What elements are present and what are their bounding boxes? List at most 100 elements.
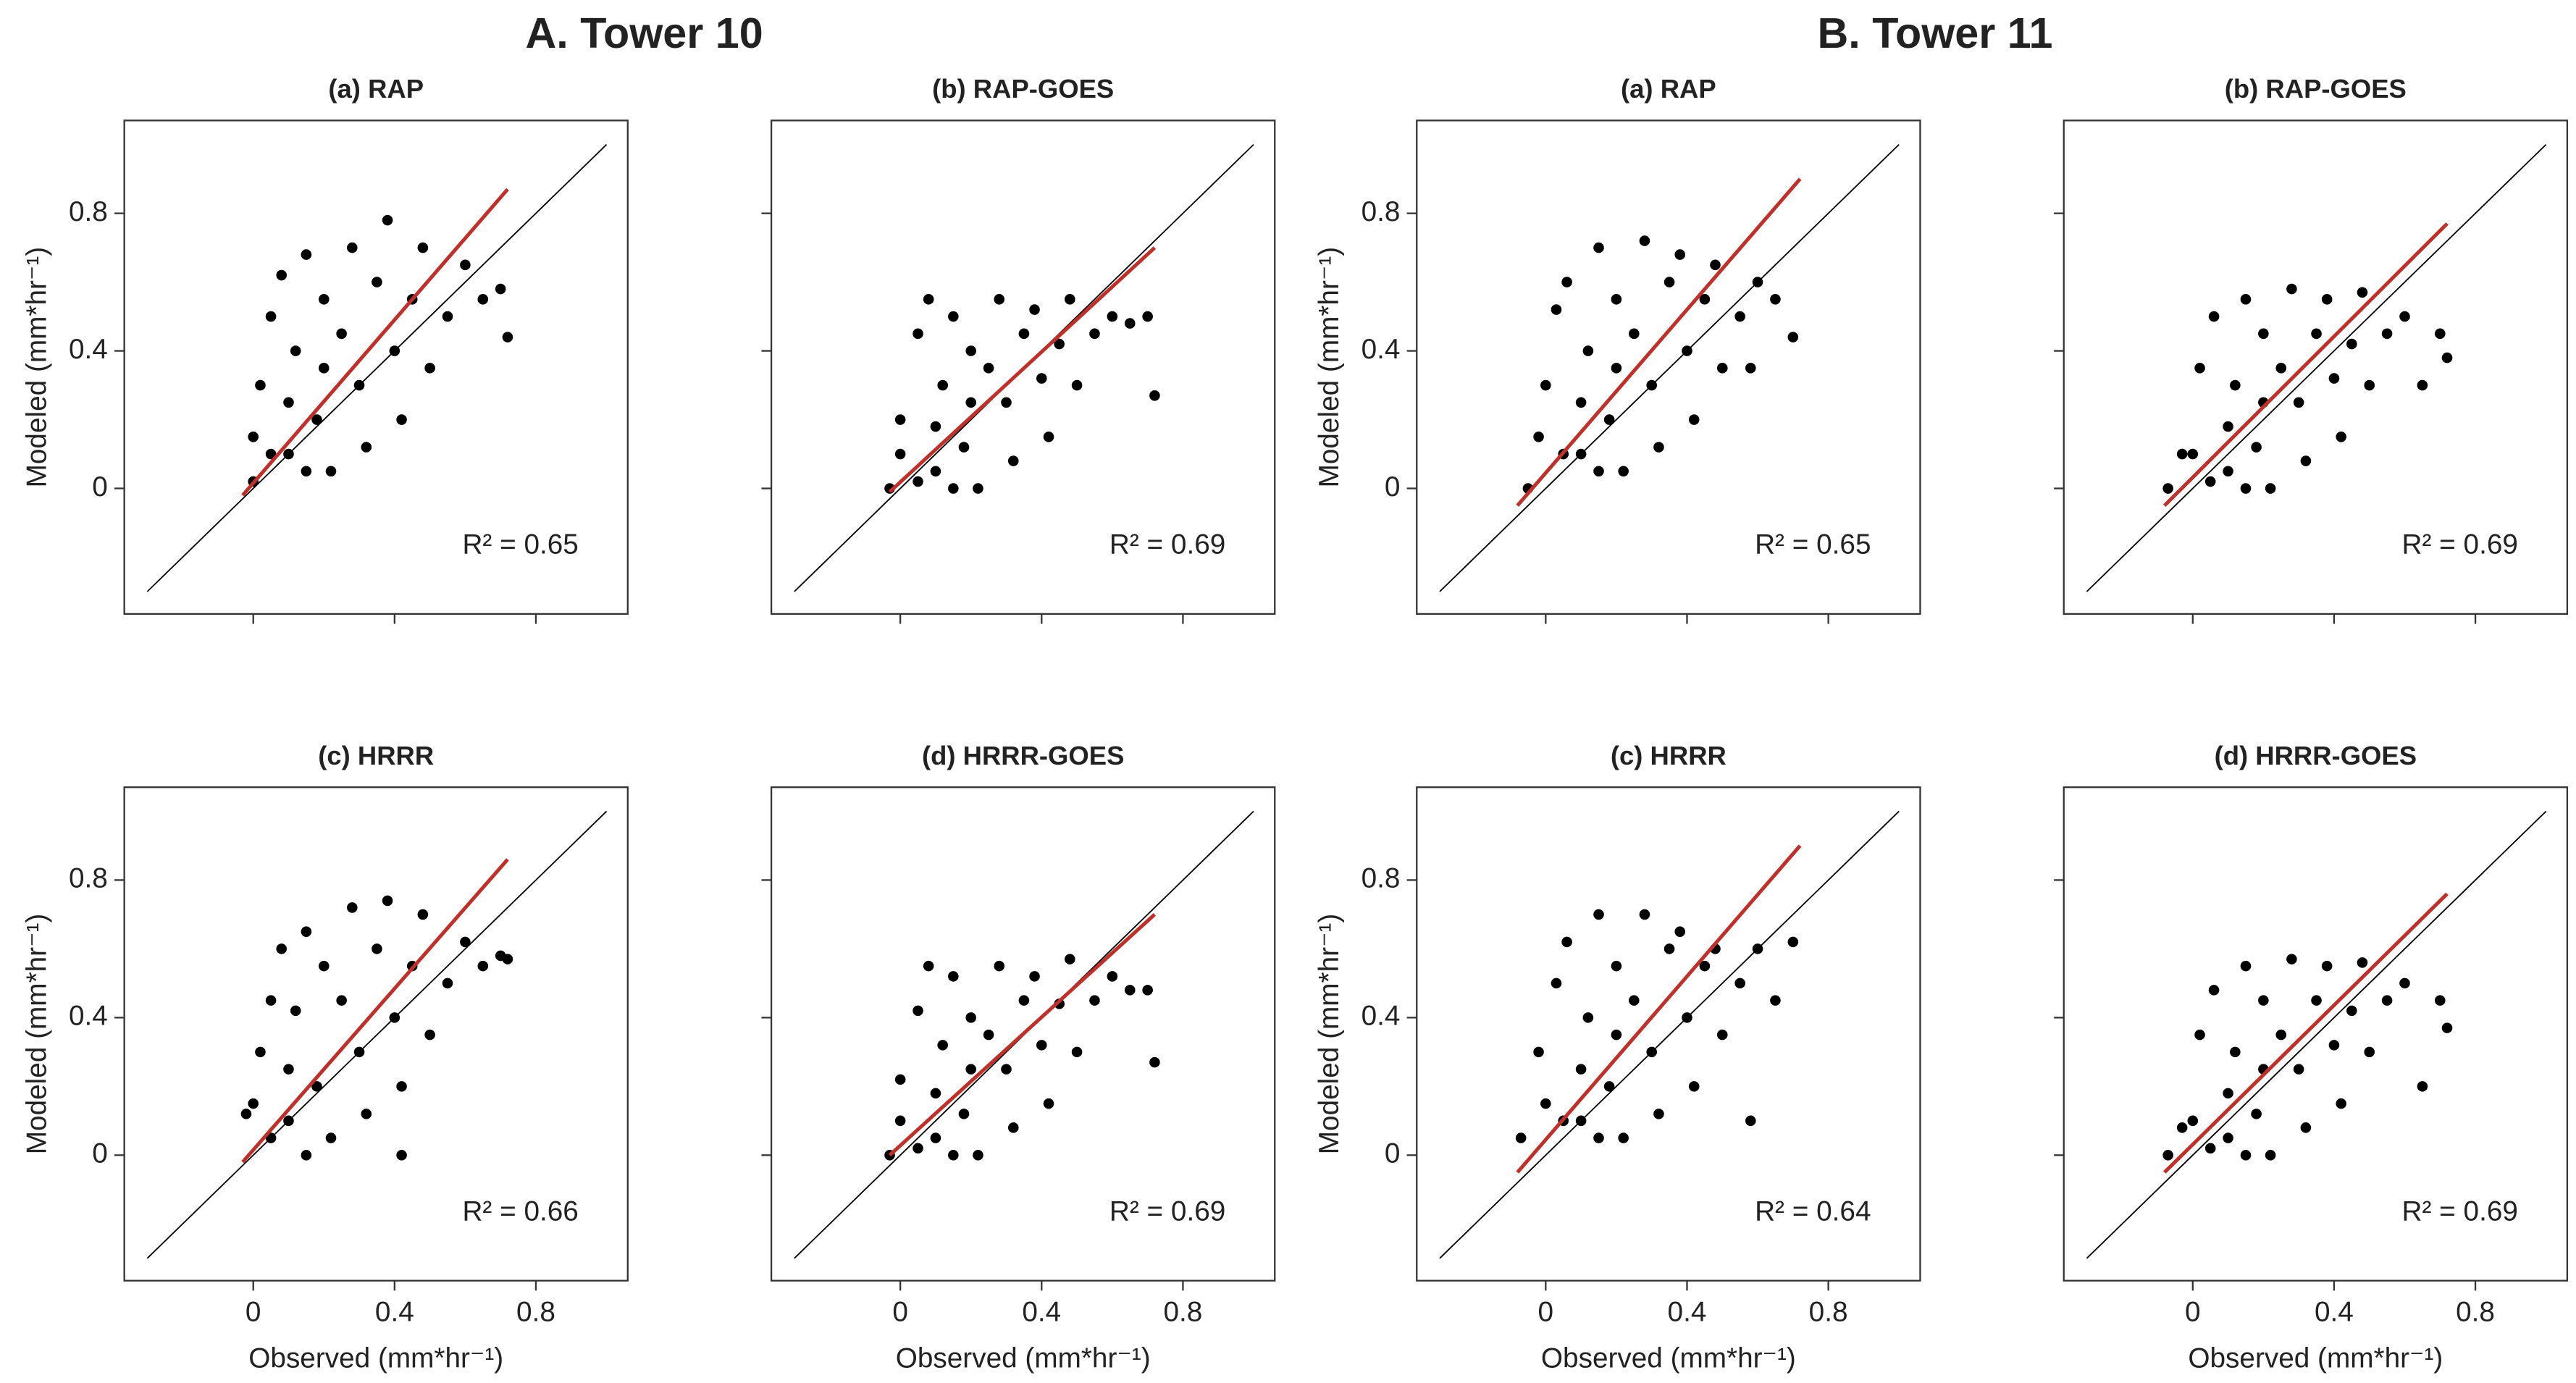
point bbox=[2300, 1122, 2312, 1133]
plot-frame bbox=[123, 786, 629, 1282]
point bbox=[417, 909, 429, 920]
point bbox=[894, 1115, 906, 1127]
x-tick-label: 0.8 bbox=[2456, 1297, 2495, 1328]
point bbox=[2265, 483, 2276, 494]
point bbox=[894, 414, 906, 425]
x-tick-label: 0.4 bbox=[1668, 1297, 1707, 1328]
panel-title: (d) HRRR-GOES bbox=[922, 741, 1124, 770]
point bbox=[276, 943, 288, 954]
point bbox=[2208, 985, 2220, 996]
point bbox=[2293, 397, 2304, 408]
point bbox=[912, 1143, 923, 1154]
point bbox=[290, 345, 301, 356]
point bbox=[1043, 432, 1054, 442]
point bbox=[318, 294, 330, 305]
point bbox=[417, 242, 429, 253]
fit-line bbox=[241, 858, 509, 1164]
y-tick-label: 0.8 bbox=[1362, 863, 1401, 894]
point bbox=[1582, 345, 1594, 356]
x-axis-label: Observed (mm*hr⁻¹) bbox=[248, 1342, 503, 1374]
point bbox=[382, 214, 393, 226]
x-axis-label: Observed (mm*hr⁻¹) bbox=[2188, 1342, 2443, 1374]
point bbox=[477, 960, 489, 972]
x-tick-label: 0 bbox=[2185, 1297, 2201, 1328]
point bbox=[382, 895, 393, 907]
point bbox=[361, 1109, 372, 1119]
point bbox=[460, 936, 471, 948]
point bbox=[1674, 249, 1686, 260]
plot-frame bbox=[123, 119, 629, 615]
fit-line bbox=[1516, 844, 1802, 1174]
point bbox=[2434, 328, 2446, 340]
point bbox=[2176, 1122, 2188, 1133]
point bbox=[1593, 242, 1604, 253]
point bbox=[2265, 1150, 2276, 1161]
point bbox=[1540, 1098, 1551, 1109]
point bbox=[983, 363, 994, 374]
point bbox=[1029, 304, 1040, 315]
point bbox=[965, 345, 977, 356]
point bbox=[2258, 995, 2269, 1006]
point bbox=[396, 1081, 407, 1092]
point bbox=[2223, 1132, 2233, 1143]
plot-frame bbox=[1416, 786, 1921, 1282]
point bbox=[1149, 390, 1160, 401]
point bbox=[1533, 432, 1544, 442]
point bbox=[930, 421, 941, 432]
point bbox=[973, 1150, 983, 1161]
point bbox=[1770, 294, 1781, 305]
point bbox=[1107, 311, 1118, 322]
point bbox=[1515, 1132, 1527, 1143]
point bbox=[372, 943, 382, 954]
point bbox=[442, 978, 453, 989]
y-tick-label: 0.8 bbox=[1362, 196, 1401, 227]
reference-line bbox=[1439, 143, 1900, 592]
point bbox=[1629, 995, 1640, 1006]
point bbox=[1593, 909, 1604, 920]
point bbox=[2230, 379, 2241, 391]
reference-line bbox=[146, 810, 608, 1259]
point bbox=[1533, 1046, 1544, 1058]
y-tick-label: 0 bbox=[1385, 471, 1401, 503]
point bbox=[2286, 954, 2297, 964]
point bbox=[2321, 960, 2333, 972]
plot-frame bbox=[1416, 119, 1921, 615]
point bbox=[1551, 978, 1562, 989]
point bbox=[2187, 1115, 2199, 1127]
point bbox=[2240, 960, 2252, 972]
point bbox=[2240, 294, 2252, 305]
point bbox=[1575, 1064, 1587, 1075]
point bbox=[994, 960, 1005, 972]
point bbox=[2275, 363, 2287, 374]
point bbox=[2321, 294, 2333, 305]
r-squared-annotation: R² = 0.69 bbox=[1109, 1195, 1225, 1227]
point bbox=[1142, 985, 1153, 996]
point bbox=[2176, 448, 2188, 460]
y-axis-label: Modeled (mm*hr⁻¹) bbox=[21, 247, 52, 488]
point bbox=[2208, 311, 2220, 322]
point bbox=[2187, 448, 2199, 460]
point bbox=[1653, 1109, 1664, 1119]
point bbox=[2441, 1022, 2453, 1033]
point bbox=[1575, 397, 1587, 408]
point bbox=[265, 995, 277, 1006]
y-tick-label: 0.4 bbox=[69, 334, 108, 365]
point bbox=[930, 1088, 941, 1099]
y-tick-label: 0.4 bbox=[69, 1001, 108, 1032]
point bbox=[325, 1132, 337, 1143]
point bbox=[1618, 1132, 1629, 1143]
point bbox=[265, 448, 277, 460]
point bbox=[930, 1132, 941, 1143]
plot-frame bbox=[770, 119, 1276, 615]
point bbox=[502, 954, 513, 964]
point bbox=[1639, 909, 1650, 920]
point bbox=[336, 995, 347, 1006]
point bbox=[958, 1109, 970, 1119]
r-squared-annotation: R² = 0.69 bbox=[2402, 529, 2518, 560]
point bbox=[2417, 379, 2428, 391]
point bbox=[2194, 1029, 2205, 1041]
group-title: A. Tower 10 bbox=[526, 9, 763, 57]
point bbox=[325, 466, 337, 477]
point bbox=[965, 1064, 977, 1075]
point bbox=[1611, 1029, 1622, 1041]
